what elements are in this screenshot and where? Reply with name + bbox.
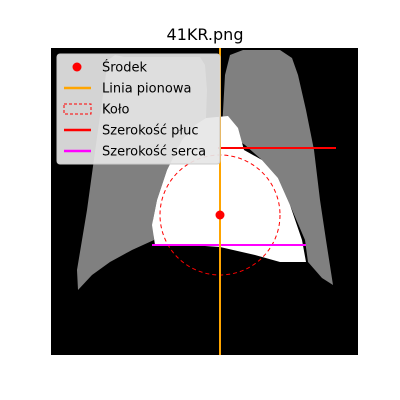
- legend-item: Koło: [63, 103, 130, 118]
- legend-items: Środek Linia pionowa Koło Szerokość płuc Sze…: [63, 60, 206, 160]
- legend-label: Koło: [102, 103, 130, 118]
- legend-dot-symbol: [72, 62, 82, 72]
- legend-dashed-rect-symbol: [63, 103, 92, 115]
- right-lung-region: [222, 50, 333, 285]
- legend-item: Linia pionowa: [64, 82, 191, 97]
- figure-title: 41KR.png: [167, 25, 244, 44]
- legend-label: Środek: [102, 60, 148, 76]
- legend-label: Szerokość serca: [102, 145, 206, 160]
- legend-item: Środek: [72, 60, 148, 76]
- legend: Środek Linia pionowa Koło Szerokość płuc Sze…: [56, 53, 221, 165]
- legend-box: [56, 53, 221, 165]
- legend-item: Szerokość serca: [64, 145, 206, 160]
- legend-item: Szerokość płuc: [64, 124, 199, 139]
- legend-label: Linia pionowa: [102, 82, 191, 97]
- center-point: [215, 210, 225, 220]
- legend-label: Szerokość płuc: [102, 124, 199, 139]
